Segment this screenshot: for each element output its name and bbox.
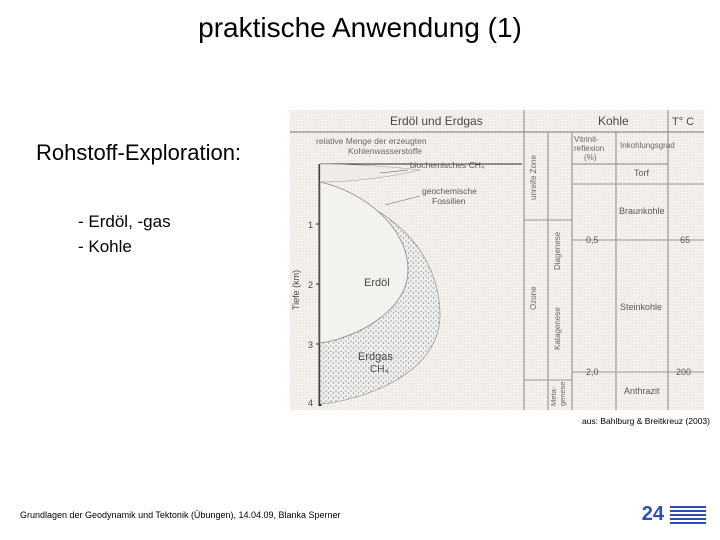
fig-header-right: Kohle [598,114,629,128]
footer-text: Grundlagen der Geodynamik und Tektonik (… [20,510,341,520]
label-geochem-2: Fossilien [432,196,466,206]
figure-svg: Erdöl und Erdgas Kohle T° C relative Men… [290,110,704,410]
ytick-4: 4 [308,398,313,408]
coal-torf: Torf [634,168,650,178]
fig-sub-left-1: relative Menge der erzeugten [316,136,427,146]
zone-unreife: unreife Zone [529,155,538,200]
fig-sub-left-2: Kohlenwasserstoffe [348,146,422,156]
bullet-item: - Erdöl, -gas [78,210,171,235]
stage-meta-1: Meta- [549,386,558,406]
fig-temp-label: T° C [672,116,694,128]
stripes-icon [670,506,706,524]
figure-credit: aus: Bahlburg & Breitkreuz (2003) [582,416,710,426]
page-number: 24 [642,503,664,526]
bullet-item: - Kohle [78,235,171,260]
fig-vitrinit-2: reflexion [574,144,604,153]
coal-stein: Steinkohle [620,302,662,312]
label-erdoel: Erdöl [364,277,390,289]
fig-header-left: Erdöl und Erdgas [390,114,483,128]
zone-ozone: Ozone [529,286,538,310]
temp-65: 65 [680,235,690,245]
stage-diagenese: Diagenese [553,231,562,270]
bullet-list: - Erdöl, -gas - Kohle [78,210,171,259]
stage-katagenese: Katagenese [553,307,562,350]
slide-title: praktische Anwendung (1) [0,12,720,44]
y-axis-label: Tiefe (km) [291,270,301,310]
label-geochem-1: geochemische [422,186,477,196]
coal-braun: Braunkohle [619,206,665,216]
fig-vitrinit-1: Vitrinit- [574,135,599,144]
page-badge: 24 [642,503,706,526]
ytick-1: 1 [308,220,313,230]
fig-inkohl: Inkohlungsgrad [620,141,675,150]
label-biochem: biochemisches CH₄ [410,160,485,170]
vitrinit-20: 2,0 [586,367,599,377]
section-heading: Rohstoff-Exploration: [36,140,241,166]
vitrinit-05: 0,5 [586,235,599,245]
stage-meta-2: genese [558,381,567,406]
label-erdgas-1: Erdgas [358,351,393,363]
label-erdgas-2: CH₄ [370,364,389,375]
coal-anthra: Anthrazit [624,386,660,396]
figure-erdoel-kohle: Erdöl und Erdgas Kohle T° C relative Men… [290,110,704,410]
fig-vitrinit-3: (%) [584,153,597,162]
slide: praktische Anwendung (1) Rohstoff-Explor… [0,0,720,540]
ytick-3: 3 [308,340,313,350]
ytick-2: 2 [308,280,313,290]
temp-200: 200 [676,367,691,377]
